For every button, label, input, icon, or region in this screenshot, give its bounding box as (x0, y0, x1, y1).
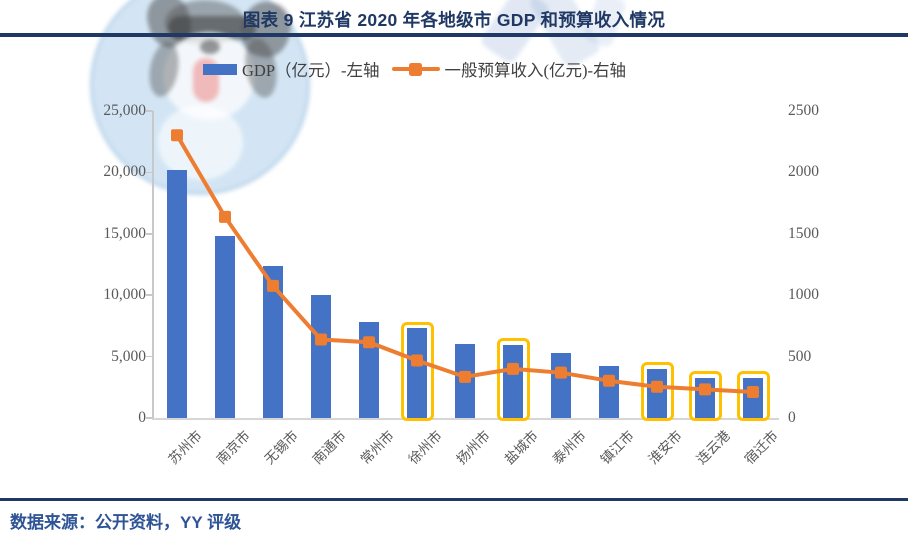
watermark-dog-chest (158, 105, 243, 180)
gdp-bar-swatch-icon (203, 63, 237, 75)
title-divider (0, 33, 908, 37)
revenue-line-swatch-icon (391, 62, 440, 76)
legend-item-revenue: 一般预算收入(亿元)-右轴 (391, 57, 626, 81)
legend-item-gdp: GDP（亿元）-左轴 (203, 57, 380, 81)
watermark-dog-nose (200, 40, 220, 54)
legend-label-gdp: GDP（亿元）-左轴 (242, 61, 380, 80)
chart-legend: GDP（亿元）-左轴 一般预算收入(亿元)-右轴 (203, 57, 626, 81)
legend-label-revenue: 一般预算收入(亿元)-右轴 (444, 61, 626, 80)
legend-square-marker (409, 62, 423, 76)
data-source: 数据来源：公开资料，YY 评级 (10, 513, 242, 532)
footer-divider (0, 498, 908, 501)
figure-title: 图表 9 江苏省 2020 年各地级市 GDP 和预算收入情况 (242, 10, 666, 30)
